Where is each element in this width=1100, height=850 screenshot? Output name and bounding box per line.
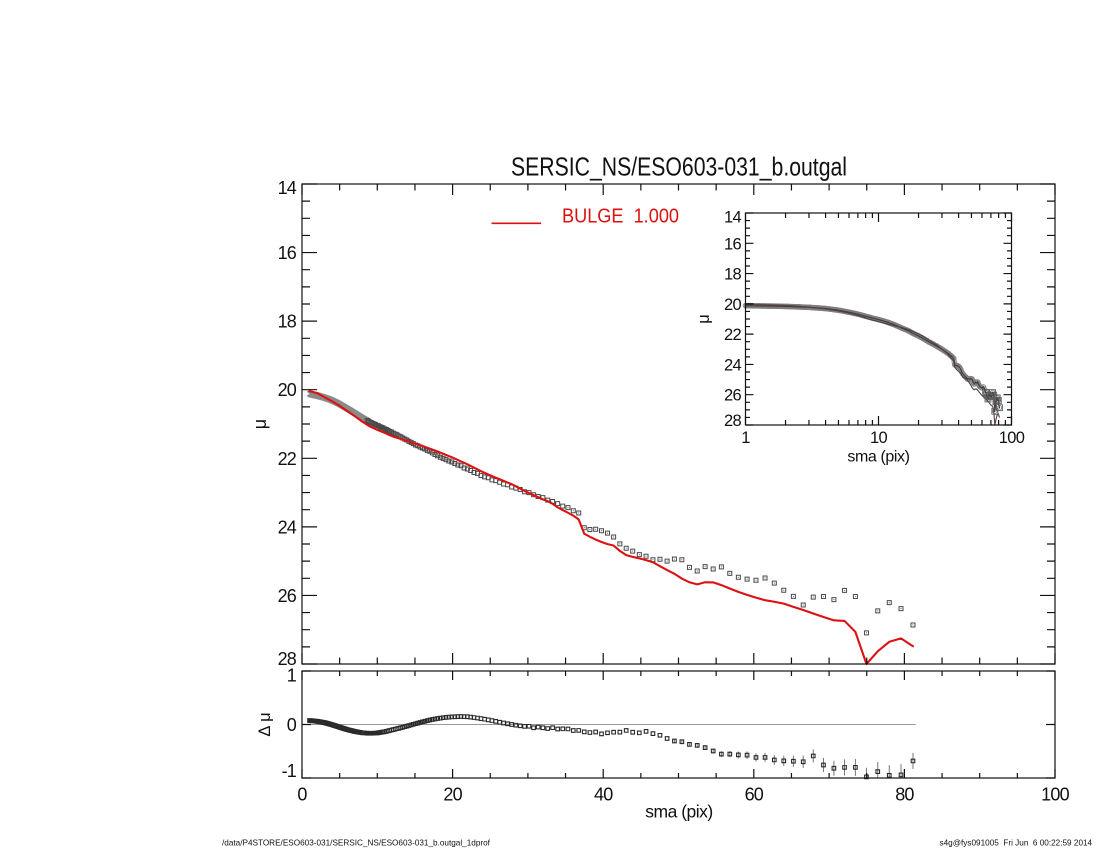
svg-text:14: 14 bbox=[724, 209, 741, 227]
svg-text:20: 20 bbox=[724, 296, 741, 314]
svg-text:SERSIC_NS/ESO603-031_b.outgal: SERSIC_NS/ESO603-031_b.outgal bbox=[511, 152, 847, 182]
svg-text:/data/P4STORE/ESO603-031/SERSI: /data/P4STORE/ESO603-031/SERSIC_NS/ESO60… bbox=[222, 839, 491, 848]
svg-text:24: 24 bbox=[724, 356, 741, 374]
svg-text:14: 14 bbox=[278, 178, 297, 198]
svg-text:26: 26 bbox=[724, 387, 741, 405]
svg-text:0: 0 bbox=[297, 785, 307, 805]
svg-text:40: 40 bbox=[594, 785, 613, 805]
svg-text:16: 16 bbox=[724, 235, 741, 253]
svg-text:26: 26 bbox=[278, 586, 297, 606]
svg-text:sma (pix): sma (pix) bbox=[847, 449, 909, 466]
svg-text:Δ μ: Δ μ bbox=[256, 712, 274, 736]
svg-text:22: 22 bbox=[278, 449, 297, 469]
svg-text:sma (pix): sma (pix) bbox=[645, 802, 712, 822]
svg-text:100: 100 bbox=[1041, 785, 1069, 805]
svg-text:20: 20 bbox=[278, 380, 297, 400]
svg-text:s4g@fys091005 Fri Jun 6 00:2: s4g@fys091005 Fri Jun 6 00:22:59 2014 bbox=[940, 839, 1093, 848]
svg-text:20: 20 bbox=[443, 785, 462, 805]
svg-text:22: 22 bbox=[724, 326, 741, 344]
svg-text:BULGE 1.000: BULGE 1.000 bbox=[562, 206, 679, 228]
svg-text:1: 1 bbox=[287, 666, 297, 686]
svg-text:28: 28 bbox=[724, 412, 741, 430]
svg-text:0: 0 bbox=[287, 715, 297, 735]
svg-text:18: 18 bbox=[278, 312, 297, 332]
svg-text:100: 100 bbox=[999, 429, 1025, 447]
svg-text:18: 18 bbox=[724, 266, 741, 284]
svg-text:1: 1 bbox=[741, 429, 750, 447]
svg-text:24: 24 bbox=[278, 517, 297, 537]
svg-text:28: 28 bbox=[278, 649, 297, 669]
svg-text:80: 80 bbox=[895, 785, 914, 805]
svg-text:μ: μ bbox=[250, 419, 270, 429]
svg-text:10: 10 bbox=[870, 429, 887, 447]
svg-text:μ: μ bbox=[695, 314, 713, 324]
svg-text:-1: -1 bbox=[282, 761, 297, 781]
svg-text:16: 16 bbox=[278, 243, 297, 263]
svg-text:60: 60 bbox=[745, 785, 764, 805]
